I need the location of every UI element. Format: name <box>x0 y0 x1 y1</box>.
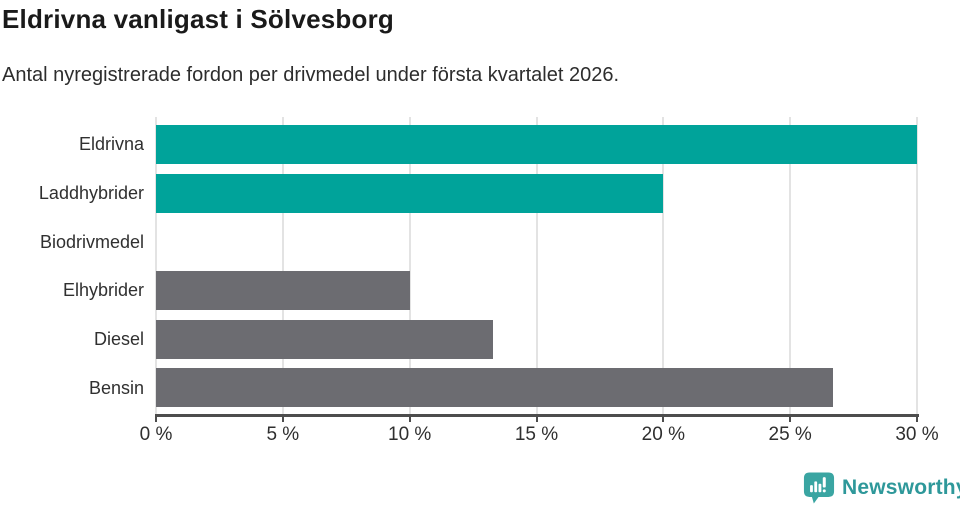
chart-subtitle: Antal nyregistrerade fordon per drivmede… <box>2 64 620 86</box>
x-tick-mark-25pct <box>789 416 792 422</box>
x-tick-mark-30pct <box>916 416 918 422</box>
category-label-bensin: Bensin <box>88 377 144 398</box>
category-label-eldrivna: Eldrivna <box>78 134 144 155</box>
chart-title: Eldrivna vanligast i Sölvesborg <box>2 4 394 34</box>
gridline-25pct <box>789 117 792 415</box>
x-tick-label-10pct: 10 % <box>388 424 432 445</box>
x-tick-mark-15pct <box>535 416 538 422</box>
bar-elhybrider <box>156 270 410 310</box>
x-tick-label-30pct: 30 % <box>895 424 939 445</box>
newsworthy-icon <box>803 472 835 504</box>
gridline-10pct <box>408 117 411 415</box>
x-tick-label-20pct: 20 % <box>641 424 685 445</box>
category-label-laddhybrider: Laddhybrider <box>38 183 144 203</box>
bar-eldrivna <box>156 124 917 164</box>
gridline-5pct <box>281 117 284 415</box>
gridline-15pct <box>535 117 538 415</box>
x-tick-mark-5pct <box>281 416 284 422</box>
x-tick-mark-10pct <box>408 416 411 422</box>
newsworthy-wordmark: Newsworthy <box>842 476 960 499</box>
category-label-biodrivmedel: Biodrivmedel <box>39 231 144 252</box>
x-tick-mark-20pct <box>662 416 665 422</box>
x-tick-label-15pct: 15 % <box>514 424 559 445</box>
x-tick-label-25pct: 25 % <box>768 424 812 445</box>
category-label-diesel: Diesel <box>93 329 144 349</box>
gridline-30pct <box>916 117 918 415</box>
x-tick-mark-0pct <box>155 416 157 422</box>
x-tick-label-5pct: 5 % <box>266 424 300 445</box>
x-axis-line <box>155 414 919 417</box>
bar-diesel <box>156 319 494 359</box>
bar-bensin <box>156 368 834 408</box>
bar-laddhybrider <box>156 173 664 213</box>
category-label-elhybrider: Elhybrider <box>62 280 144 301</box>
plot-area: 0 % 5 % 10 % 15 % 20 % 25 % 30 % <box>140 117 939 445</box>
gridline-20pct <box>662 117 665 415</box>
gridline-0pct <box>155 117 157 415</box>
x-tick-label-0pct: 0 % <box>139 424 173 445</box>
newsworthy-logo[interactable]: Newsworthy <box>803 471 960 505</box>
